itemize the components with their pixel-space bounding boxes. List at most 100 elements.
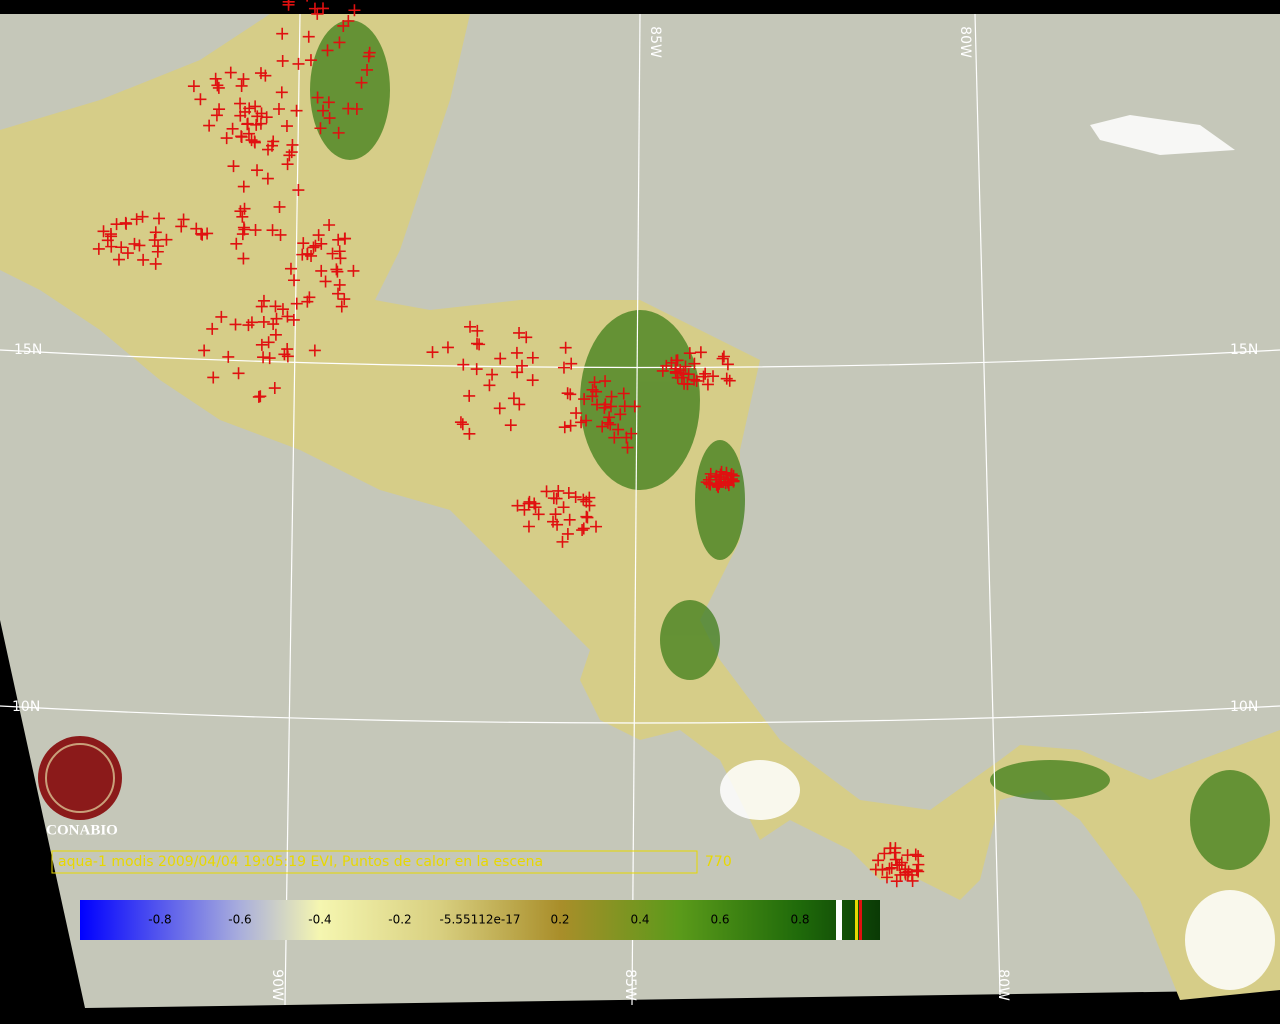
- colorbar-swatch: [859, 900, 862, 940]
- hotspot: [232, 367, 245, 380]
- grid-label: 80W: [995, 969, 1011, 1001]
- hotspot: [628, 400, 641, 413]
- colorbar-label: -0.6: [228, 913, 251, 927]
- hotspot: [526, 374, 539, 387]
- hotspot: [287, 313, 300, 326]
- hotspot: [552, 484, 565, 497]
- hotspot: [268, 382, 281, 395]
- hotspot: [261, 172, 274, 185]
- hotspot: [332, 233, 345, 246]
- hotspot: [557, 501, 570, 514]
- hotspot: [426, 346, 439, 359]
- hotspot: [227, 160, 240, 173]
- hotspot: [337, 19, 350, 32]
- hotspot: [625, 427, 638, 440]
- hotspot: [187, 80, 200, 93]
- hotspot: [721, 358, 734, 371]
- hotspot: [669, 365, 682, 378]
- hotspot: [242, 127, 255, 140]
- hotspot: [245, 134, 258, 147]
- hotspot: [254, 117, 267, 130]
- hotspot: [266, 224, 279, 237]
- hotspot: [311, 7, 324, 20]
- hotspot: [149, 257, 162, 270]
- hotspot: [716, 352, 729, 365]
- hotspot: [559, 341, 572, 354]
- grid-label: 85W: [647, 26, 663, 58]
- hotspot: [456, 418, 469, 431]
- hotspot: [581, 511, 594, 524]
- hotspot: [312, 229, 325, 242]
- hotspot: [895, 856, 908, 869]
- hotspot: [321, 44, 334, 57]
- hotspot: [119, 216, 132, 229]
- hotspot: [603, 411, 616, 424]
- hotspot: [160, 233, 173, 246]
- hotspot: [149, 226, 162, 239]
- hotspot: [694, 346, 707, 359]
- hotspot: [670, 354, 683, 367]
- hotspot: [230, 237, 243, 250]
- hotspot: [213, 103, 226, 116]
- hotspot: [599, 398, 612, 411]
- colorbar-label: 0.8: [790, 913, 809, 927]
- colorbar-label: -5.55112e-17: [440, 913, 521, 927]
- hotspot: [722, 479, 735, 492]
- colorbar-label: -0.4: [308, 913, 331, 927]
- hotspot: [899, 868, 912, 881]
- hotspot: [257, 315, 270, 328]
- hotspot: [617, 387, 630, 400]
- hotspot: [504, 419, 517, 432]
- hotspot: [463, 427, 476, 440]
- hotspot: [339, 232, 352, 245]
- hotspot: [286, 138, 299, 151]
- hotspot: [255, 338, 268, 351]
- hotspot: [457, 358, 470, 371]
- hotspot: [314, 122, 327, 135]
- hotspot: [236, 210, 249, 223]
- hotspot: [586, 383, 599, 396]
- hotspot: [257, 351, 270, 364]
- hotspot: [283, 149, 296, 162]
- grid-label: 15N: [1230, 342, 1258, 358]
- colorbar-swatch: [855, 900, 858, 940]
- hotspot: [678, 377, 691, 390]
- hotspot: [564, 419, 577, 432]
- hotspot: [137, 253, 150, 266]
- hotspot: [513, 326, 526, 339]
- hotspot: [121, 247, 134, 260]
- hotspot: [361, 63, 374, 76]
- hotspot: [493, 402, 506, 415]
- hotspot: [198, 344, 211, 357]
- hotspot: [688, 357, 701, 370]
- hotspot: [715, 465, 728, 478]
- hotspot: [276, 54, 289, 67]
- fire-count: 770: [705, 854, 732, 870]
- hotspot: [175, 220, 188, 233]
- hotspot: [720, 372, 733, 385]
- hotspot: [711, 480, 724, 493]
- hotspot: [323, 218, 336, 231]
- hotspot: [486, 368, 499, 381]
- hotspot: [130, 213, 143, 226]
- hotspot: [608, 431, 621, 444]
- hotspot: [317, 104, 330, 117]
- hotspot: [303, 291, 316, 304]
- hotspot: [580, 510, 593, 523]
- hotspot: [306, 0, 308, 2]
- hotspot: [307, 241, 320, 254]
- colorbar: [80, 900, 880, 940]
- hotspot: [212, 81, 225, 94]
- hotspot: [342, 15, 355, 28]
- hotspot: [206, 322, 219, 335]
- hotspot: [288, 274, 301, 287]
- hotspot: [226, 122, 239, 135]
- hotspot: [701, 378, 714, 391]
- hotspot: [580, 414, 593, 427]
- hotspot: [515, 359, 528, 372]
- hotspot: [290, 297, 303, 310]
- hotspot: [557, 361, 570, 374]
- hotspot: [599, 375, 612, 388]
- hotspot: [683, 347, 696, 360]
- hotspot: [707, 370, 720, 383]
